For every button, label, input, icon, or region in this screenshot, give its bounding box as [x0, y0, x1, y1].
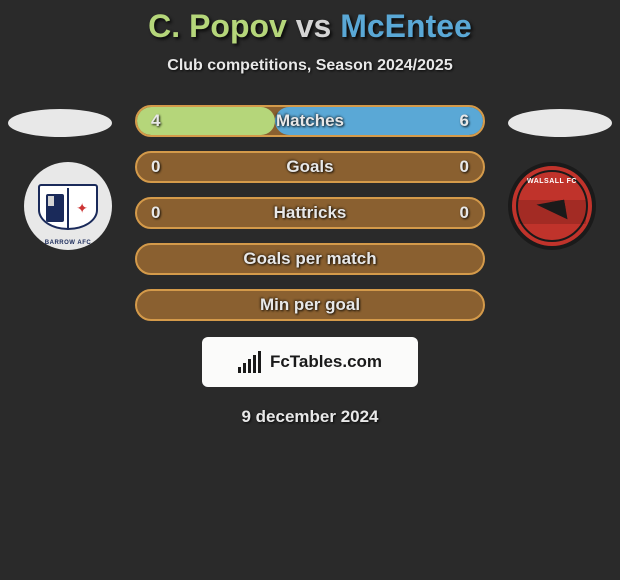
walsall-crest-icon: WALSALL FC — [516, 170, 588, 242]
content-area: ✦ BARROW AFC WALSALL FC Matches 4 6 Goals 0 0… — [0, 105, 620, 427]
player2-club-logo: WALSALL FC — [508, 162, 596, 250]
comparison-card: C. Popov vs McEntee Club competitions, S… — [0, 0, 620, 580]
stat-bar: Matches 4 6 — [135, 105, 485, 137]
stat-value-left: 4 — [151, 111, 160, 131]
brand-text: FcTables.com — [270, 352, 382, 372]
stat-row: Goals 0 0 — [135, 151, 485, 183]
player2-name: McEntee — [340, 8, 472, 44]
stats-list: Matches 4 6 Goals 0 0 Hattricks 0 0 Goals per mat… — [135, 105, 485, 321]
stat-row: Min per goal — [135, 289, 485, 321]
barrow-crest-icon: ✦ BARROW AFC — [24, 162, 112, 250]
stat-bar: Goals 0 0 — [135, 151, 485, 183]
stat-row: Hattricks 0 0 — [135, 197, 485, 229]
stat-label: Matches — [276, 111, 344, 131]
stat-bar: Hattricks 0 0 — [135, 197, 485, 229]
stat-bar: Goals per match — [135, 243, 485, 275]
stat-label: Goals per match — [243, 249, 376, 269]
stat-value-right: 6 — [460, 111, 469, 131]
brand-badge: FcTables.com — [202, 337, 418, 387]
player2-flag — [508, 109, 612, 137]
vs-text: vs — [296, 8, 332, 44]
stat-label: Hattricks — [274, 203, 347, 223]
player1-name: C. Popov — [148, 8, 287, 44]
player1-club-logo: ✦ BARROW AFC — [24, 162, 112, 250]
stat-value-left: 0 — [151, 203, 160, 223]
stat-row: Goals per match — [135, 243, 485, 275]
stat-label: Goals — [286, 157, 333, 177]
fctables-icon — [238, 351, 264, 373]
stat-value-right: 0 — [460, 203, 469, 223]
stat-value-left: 0 — [151, 157, 160, 177]
date-text: 9 december 2024 — [20, 407, 600, 427]
stat-label: Min per goal — [260, 295, 360, 315]
stat-value-right: 0 — [460, 157, 469, 177]
stat-row: Matches 4 6 — [135, 105, 485, 137]
stat-bar: Min per goal — [135, 289, 485, 321]
player1-flag — [8, 109, 112, 137]
subtitle: Club competitions, Season 2024/2025 — [0, 57, 620, 75]
page-title: C. Popov vs McEntee — [0, 8, 620, 45]
